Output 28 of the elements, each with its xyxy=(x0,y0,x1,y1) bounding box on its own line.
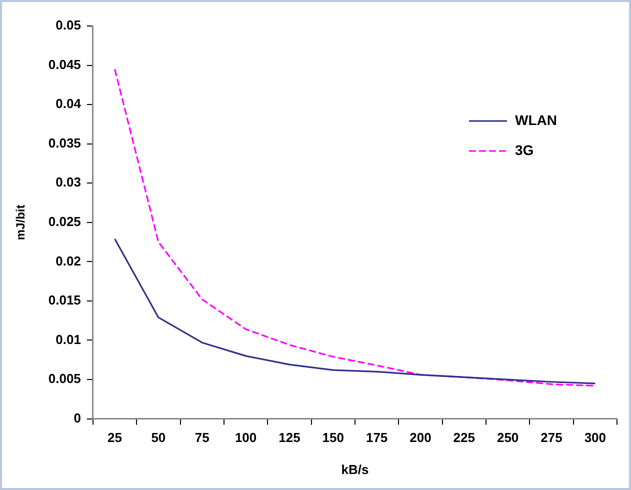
x-tick-label: 175 xyxy=(366,430,388,446)
y-axis-title: mJ/bit xyxy=(14,204,28,240)
x-tick-label: 25 xyxy=(108,430,122,446)
y-tick-label: 0.05 xyxy=(56,18,81,33)
x-tick-label: 75 xyxy=(194,430,210,446)
x-tick-label: 250 xyxy=(496,430,519,446)
y-tick-label: 0.035 xyxy=(48,135,81,150)
line-series xyxy=(114,68,596,387)
y-tick-label: 0.045 xyxy=(48,56,81,72)
y-tick-label: 0 xyxy=(74,410,81,426)
legend-label: 3G xyxy=(515,142,534,158)
y-tick-label: 0.015 xyxy=(48,292,81,308)
x-axis-title: kB/s xyxy=(341,462,369,477)
y-tick-label: 0.01 xyxy=(56,332,81,347)
x-tick-label: 275 xyxy=(540,430,562,446)
x-tick-label: 50 xyxy=(151,430,166,446)
y-tick-label: 0.025 xyxy=(48,214,81,229)
x-tick-label: 125 xyxy=(278,430,300,446)
y-tick-label: 0.03 xyxy=(56,174,81,190)
x-tick-label: 300 xyxy=(584,430,606,446)
y-tick-label: 0.005 xyxy=(48,371,81,386)
x-tick-label: 100 xyxy=(234,430,257,446)
x-tick-label: 200 xyxy=(410,430,432,446)
y-tick-label: 0.02 xyxy=(56,253,81,268)
legend-label: WLAN xyxy=(515,112,557,128)
x-tick-label: 225 xyxy=(453,430,475,446)
y-tick-label: 0.04 xyxy=(56,96,82,112)
x-tick-label: 150 xyxy=(322,430,344,446)
